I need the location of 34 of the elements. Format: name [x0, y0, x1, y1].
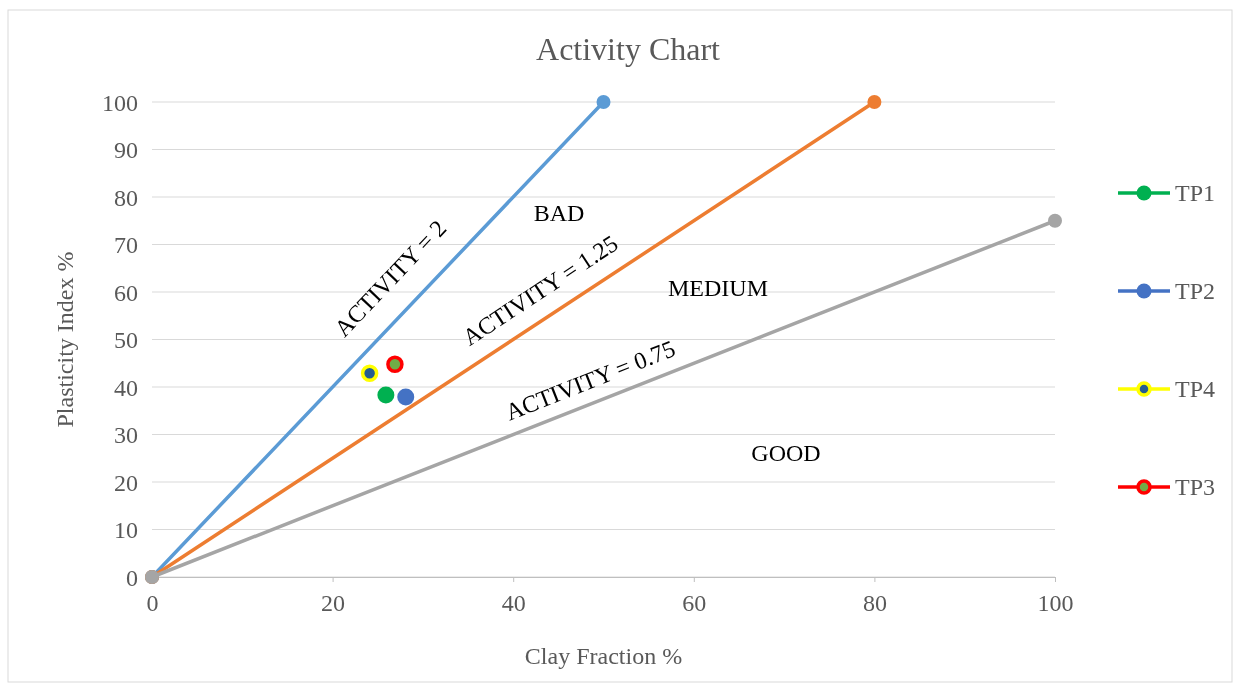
point	[360, 364, 379, 382]
y-tick-label: 90	[114, 137, 138, 164]
chart-title: Activity Chart	[536, 31, 721, 67]
y-tick-label: 100	[102, 89, 138, 116]
legend-label: TP1	[1175, 180, 1216, 207]
y-tick-label: 70	[114, 232, 138, 259]
x-tick-label: 80	[862, 590, 887, 617]
legend-label: TP2	[1175, 278, 1216, 305]
point	[377, 386, 395, 404]
x-tick-label: 100	[1037, 590, 1074, 617]
y-tick-label: 60	[114, 279, 138, 306]
x-tick-label: 20	[321, 590, 346, 617]
y-tick-label: 80	[114, 184, 138, 211]
y-tick-label: 20	[114, 469, 138, 496]
annotation: BAD	[533, 200, 585, 227]
point	[867, 95, 882, 109]
annotation: GOOD	[751, 440, 821, 467]
y-tick-label: 10	[114, 517, 138, 544]
point	[386, 355, 404, 373]
point	[397, 388, 415, 406]
x-axis-title: Clay Fraction %	[524, 643, 683, 669]
point	[1048, 213, 1062, 228]
x-tick-label: 60	[682, 590, 707, 617]
y-tick-label: 50	[114, 327, 138, 354]
annotation: MEDIUM	[668, 275, 768, 302]
legend-label: TP4	[1175, 376, 1216, 403]
x-tick-label: 40	[501, 590, 526, 617]
point	[596, 95, 611, 109]
y-tick-label: 30	[114, 422, 138, 449]
y-tick-label: 0	[126, 564, 138, 591]
x-tick-label: 0	[146, 590, 159, 617]
y-axis-title: Plasticity Index %	[52, 251, 78, 428]
y-tick-label: 40	[114, 374, 138, 401]
legend-label: TP3	[1175, 474, 1216, 501]
